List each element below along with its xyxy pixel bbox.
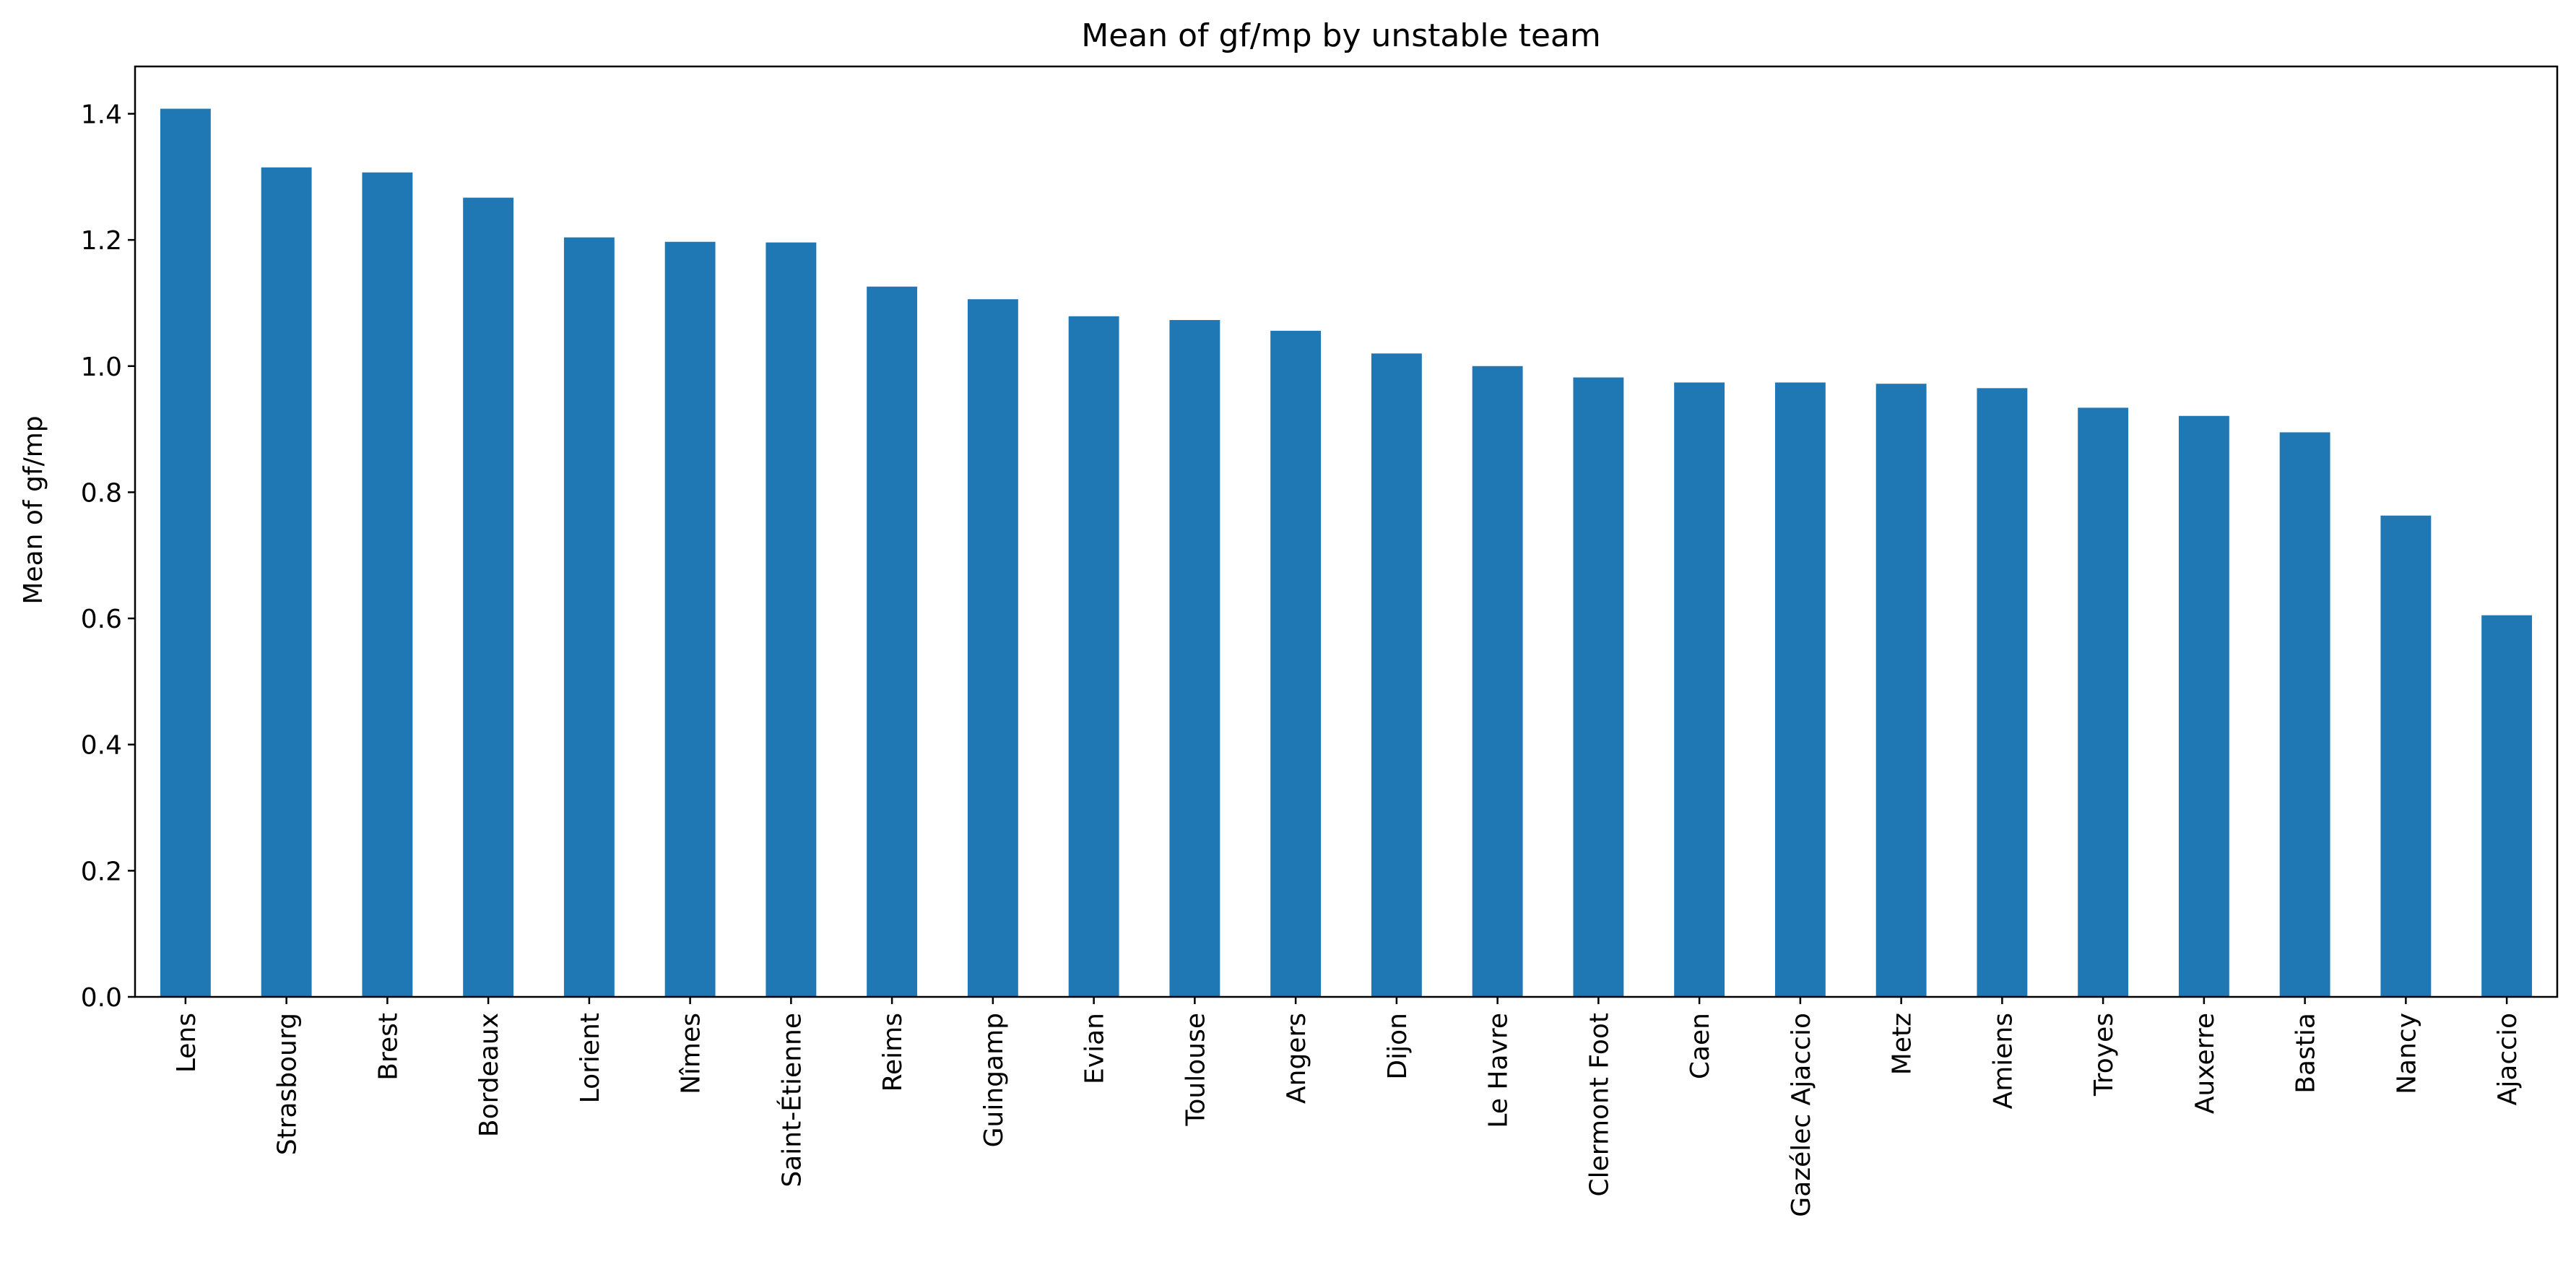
x-tick-label: Le Havre — [1484, 1013, 1514, 1128]
bar-caen — [1674, 382, 1725, 997]
x-tick-label: Caen — [1686, 1013, 1715, 1079]
x-axis-ticks: Lens Strasbourg Brest Bordeaux Lorient Nîmes S… — [172, 997, 2523, 1217]
x-tick-label: Reims — [878, 1013, 908, 1092]
x-tick-label: Guingamp — [979, 1013, 1009, 1147]
y-tick-label: 0.4 — [81, 731, 122, 761]
x-tick-label: Lens — [172, 1013, 201, 1073]
y-tick-label: 0.2 — [81, 857, 122, 886]
bar-ajaccio — [2481, 615, 2533, 997]
bars-group — [160, 108, 2533, 998]
bar-angers — [1270, 330, 1322, 997]
bar-bastia — [2279, 432, 2330, 997]
x-tick-label: Metz — [1888, 1013, 1917, 1075]
x-tick-label: Auxerre — [2190, 1013, 2220, 1114]
bar-guingamp — [967, 299, 1018, 998]
x-tick-label: Troyes — [2089, 1013, 2119, 1097]
x-tick-label: Strasbourg — [273, 1013, 303, 1155]
bar-nancy — [2380, 515, 2432, 997]
bar-lens — [160, 108, 211, 997]
bar-le-havre — [1472, 366, 1523, 997]
bar-dijon — [1371, 353, 1422, 997]
y-axis-label: Mean of gf/mp — [19, 415, 48, 604]
bar-reims — [867, 286, 918, 997]
x-tick-label: Gazélec Ajaccio — [1787, 1013, 1816, 1217]
bar-metz — [1875, 384, 1927, 997]
bar-clermont-foot — [1573, 377, 1624, 997]
x-tick-label: Lorient — [576, 1013, 605, 1103]
x-tick-label: Toulouse — [1181, 1013, 1210, 1126]
y-tick-label: 1.2 — [81, 226, 122, 256]
bar-gaz-lec-ajaccio — [1774, 382, 1826, 997]
y-axis-ticks: 0.0 0.2 0.4 0.6 0.8 1.0 1.2 1.4 — [81, 100, 135, 1013]
bar-strasbourg — [261, 167, 312, 998]
y-tick-label: 1.0 — [81, 353, 122, 382]
bar-saint-tienne — [766, 242, 817, 997]
x-tick-label: Evian — [1080, 1013, 1110, 1084]
bar-auxerre — [2178, 415, 2229, 997]
x-tick-label: Clermont Foot — [1584, 1013, 1614, 1197]
y-tick-label: 1.4 — [81, 100, 122, 129]
x-tick-label: Angers — [1282, 1013, 1311, 1104]
x-tick-label: Nancy — [2392, 1013, 2421, 1094]
x-tick-label: Brest — [373, 1013, 403, 1081]
chart-title: Mean of gf/mp by unstable team — [1081, 17, 1601, 54]
x-tick-label: Bastia — [2291, 1013, 2321, 1094]
x-tick-label: Dijon — [1383, 1013, 1413, 1080]
bar-lorient — [563, 237, 615, 997]
x-tick-label: Saint-Étienne — [776, 1013, 807, 1188]
y-tick-label: 0.0 — [81, 983, 122, 1013]
bar-toulouse — [1169, 320, 1220, 997]
bar-brest — [362, 172, 413, 998]
y-tick-label: 0.8 — [81, 478, 122, 508]
bar-amiens — [1977, 388, 2028, 997]
x-tick-label: Bordeaux — [474, 1013, 504, 1137]
x-tick-label: Ajaccio — [2493, 1013, 2523, 1105]
bar-n-mes — [664, 241, 716, 997]
plot-frame — [134, 65, 2559, 998]
bar-evian — [1068, 316, 1119, 997]
y-tick-label: 0.6 — [81, 605, 122, 634]
x-tick-label: Amiens — [1988, 1013, 2018, 1109]
x-tick-label: Nîmes — [677, 1013, 706, 1094]
bar-bordeaux — [463, 197, 514, 997]
bar-troyes — [2078, 407, 2129, 997]
